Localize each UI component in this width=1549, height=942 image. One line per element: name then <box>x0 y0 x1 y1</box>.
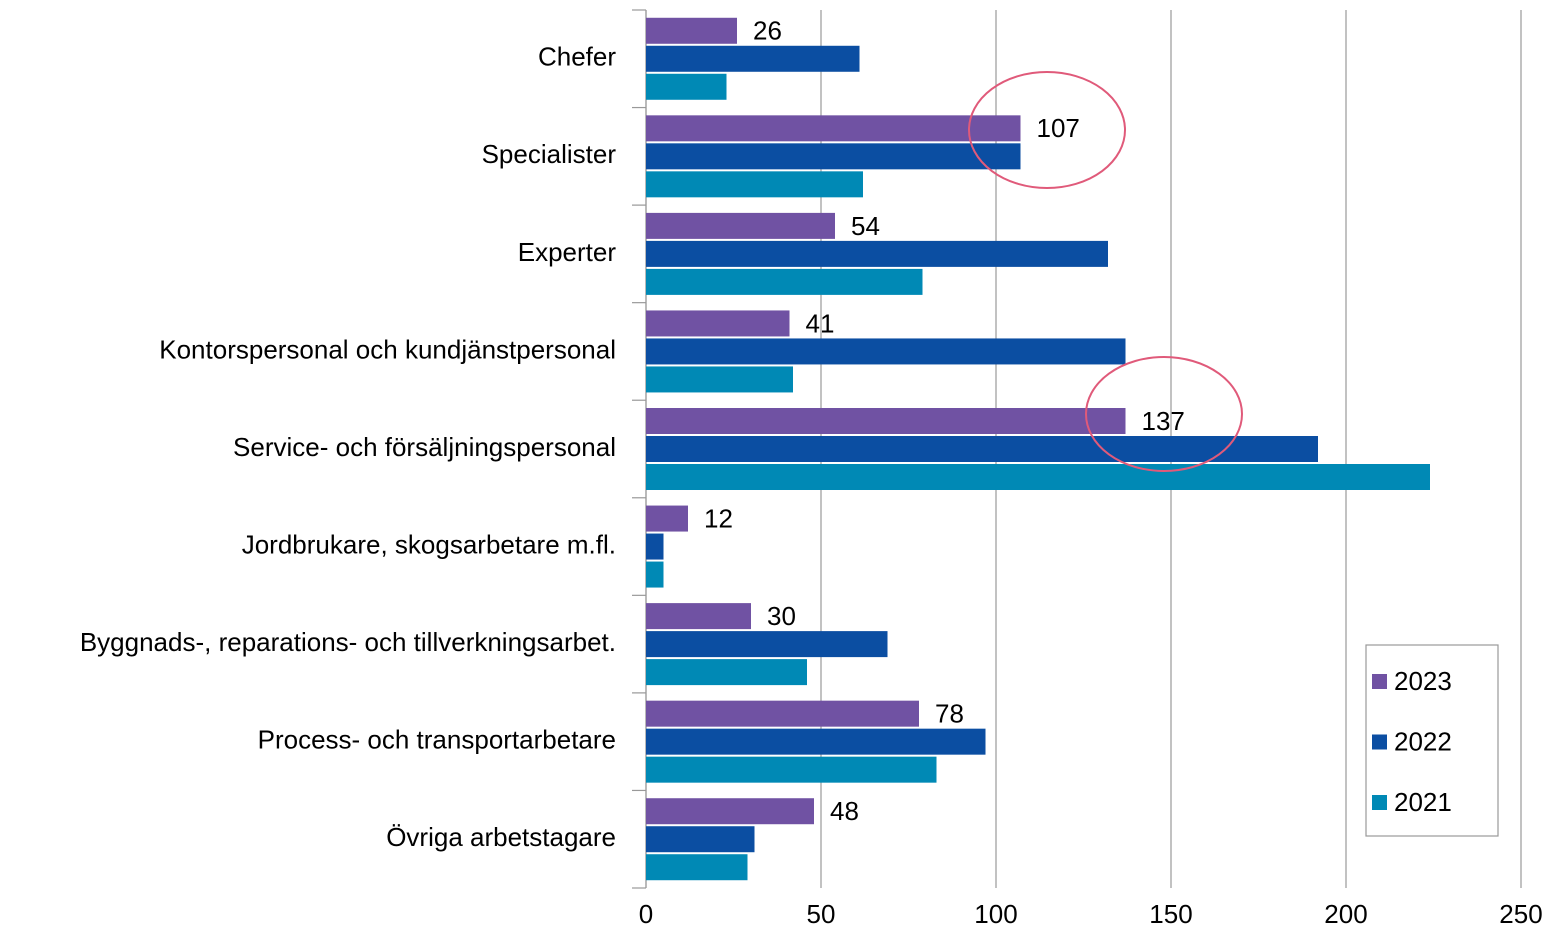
x-tick-label: 200 <box>1324 899 1367 929</box>
y-tick-label: Chefer <box>538 42 616 72</box>
x-tick-label: 100 <box>974 899 1017 929</box>
bar <box>646 798 814 825</box>
data-label: 41 <box>806 308 835 338</box>
x-tick-label: 250 <box>1499 899 1542 929</box>
y-tick-label: Experter <box>518 237 617 267</box>
data-label: 107 <box>1037 113 1080 143</box>
bar <box>646 505 688 532</box>
y-tick-label: Övriga arbetstagare <box>386 822 616 852</box>
bar <box>646 143 1021 170</box>
bar <box>646 464 1430 490</box>
bar <box>646 854 748 881</box>
bar <box>646 240 1108 267</box>
legend-label: 2023 <box>1394 666 1452 696</box>
bar <box>646 561 664 588</box>
bar <box>646 700 919 727</box>
highlight-ellipse <box>968 71 1126 189</box>
bar <box>646 603 751 630</box>
bar <box>646 268 923 295</box>
legend-label: 2021 <box>1394 787 1452 817</box>
y-tick-label: Specialister <box>482 139 617 169</box>
x-tick-label: 50 <box>807 899 836 929</box>
bar <box>646 171 863 198</box>
data-label: 137 <box>1142 406 1185 436</box>
bar <box>646 756 937 783</box>
bar <box>646 533 664 560</box>
legend-swatch <box>1372 795 1387 810</box>
bar <box>646 115 1021 142</box>
y-tick-label: Jordbrukare, skogsarbetare m.fl. <box>242 529 616 559</box>
bar <box>646 338 1126 365</box>
bar <box>646 408 1126 434</box>
data-label: 78 <box>935 699 964 729</box>
bar <box>646 17 737 44</box>
bar <box>646 436 1318 462</box>
bar <box>646 631 888 658</box>
y-tick-label: Process- och transportarbetare <box>258 725 616 755</box>
highlight-ellipse <box>1085 356 1243 472</box>
bar <box>646 659 807 686</box>
bar <box>646 73 727 100</box>
data-label: 54 <box>851 211 880 241</box>
data-label: 26 <box>753 16 782 46</box>
legend-label: 2022 <box>1394 726 1452 756</box>
bar <box>646 212 835 239</box>
legend-swatch <box>1372 734 1387 750</box>
x-tick-label: 150 <box>1149 899 1192 929</box>
bar <box>646 310 790 337</box>
bar <box>646 45 860 72</box>
bar <box>646 826 755 853</box>
y-tick-label: Service- och försäljningspersonal <box>233 432 616 462</box>
data-label: 30 <box>767 601 796 631</box>
y-tick-label: Byggnads-, reparations- och tillverkning… <box>80 627 616 657</box>
y-tick-label: Kontorspersonal och kundjänstpersonal <box>159 334 616 364</box>
bar <box>646 366 793 393</box>
legend-box <box>1365 644 1499 837</box>
legend-swatch <box>1372 674 1387 689</box>
x-tick-label: 0 <box>639 899 653 929</box>
bar <box>646 728 986 755</box>
data-label: 12 <box>704 503 733 533</box>
data-label: 48 <box>830 796 859 826</box>
